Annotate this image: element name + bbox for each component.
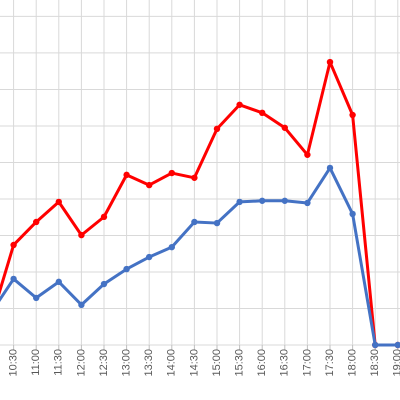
- x-tick-label: 12:30: [98, 349, 110, 377]
- x-tick-label: 19:00: [392, 349, 400, 377]
- x-tick-label: 12:00: [75, 349, 87, 377]
- data-point: [304, 151, 311, 158]
- x-tick-label: 15:30: [234, 349, 246, 377]
- data-point: [123, 265, 130, 273]
- data-point: [304, 199, 311, 207]
- x-tick-label: 14:00: [166, 349, 178, 377]
- data-point: [191, 218, 198, 226]
- series-line: [0, 166, 398, 347]
- data-point: [259, 109, 266, 117]
- data-point: [146, 181, 153, 189]
- data-point: [78, 301, 85, 309]
- data-point: [168, 243, 175, 251]
- data-point: [123, 171, 130, 179]
- data-point: [33, 294, 40, 302]
- data-point: [281, 197, 288, 204]
- data-point: [78, 231, 85, 239]
- data-point: [191, 174, 198, 181]
- data-point: [146, 253, 153, 261]
- x-tick-label: 17:30: [324, 349, 336, 377]
- data-point: [168, 169, 175, 177]
- data-point: [236, 198, 243, 206]
- x-tick-label: 18:30: [369, 349, 381, 377]
- data-point: [326, 164, 334, 172]
- data-point: [10, 275, 17, 283]
- data-point: [372, 341, 379, 349]
- data-point: [100, 280, 108, 288]
- data-point: [10, 241, 17, 249]
- data-point: [281, 124, 288, 131]
- data-point: [33, 218, 40, 226]
- x-tick-label: 14:30: [188, 349, 200, 377]
- data-point: [100, 213, 108, 221]
- data-point: [213, 125, 221, 133]
- data-point: [236, 101, 243, 108]
- x-tick-label: 11:30: [53, 349, 65, 376]
- x-tick-label: 18:00: [347, 349, 359, 377]
- data-point: [349, 210, 356, 218]
- x-tick-label: 16:30: [279, 349, 291, 377]
- data-point: [326, 58, 334, 66]
- data-point: [55, 278, 62, 286]
- x-tick-label: 15:00: [211, 349, 223, 377]
- x-tick-label: 17:00: [301, 349, 313, 377]
- x-tick-label: 11:00: [30, 349, 42, 376]
- x-tick-label: 13:00: [121, 349, 133, 377]
- data-point: [259, 197, 266, 204]
- data-point: [213, 219, 221, 227]
- x-tick-label: 10:30: [8, 349, 20, 377]
- data-point: [394, 341, 400, 349]
- data-point: [349, 111, 356, 119]
- x-tick-label: 13:30: [143, 349, 155, 377]
- x-tick-label: 16:00: [256, 349, 268, 377]
- data-point: [55, 198, 62, 206]
